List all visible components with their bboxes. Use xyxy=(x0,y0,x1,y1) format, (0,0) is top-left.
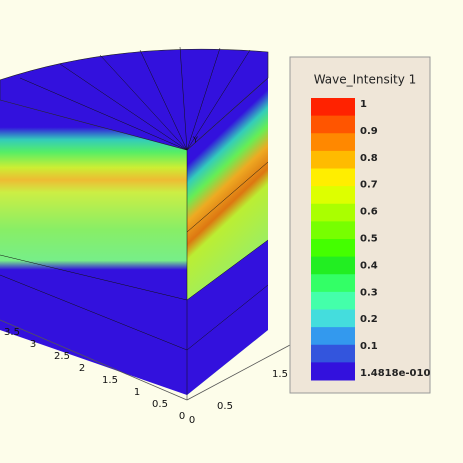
axes xyxy=(0,319,291,401)
colorbar-band xyxy=(311,168,355,187)
3d-scene: Y xyxy=(0,46,291,401)
colorbar-band xyxy=(311,327,355,346)
colorbar-tick-label: 0.8 xyxy=(360,153,378,164)
top-face xyxy=(0,48,269,151)
axis-tick-label: 0 xyxy=(189,415,195,426)
mesh-lines xyxy=(0,46,269,400)
colorbar-band xyxy=(311,309,355,328)
axis-tick-label: 0.5 xyxy=(152,399,168,410)
colorbar-band xyxy=(311,274,355,293)
colorbar-tick-label: 0.2 xyxy=(360,314,378,325)
legend-title: Wave_Intensity 1 xyxy=(314,73,417,87)
colorbar-band xyxy=(311,186,355,205)
colorbar-tick-label: 0.3 xyxy=(360,287,378,298)
colorbar-tick-label: 0.6 xyxy=(360,207,378,218)
colorbar-band xyxy=(311,256,355,275)
colorbar-tick-label: 1 xyxy=(360,99,367,110)
colorbar-band xyxy=(311,203,355,222)
colorbar-band xyxy=(311,344,355,363)
colorbar-tick-label: 0.4 xyxy=(360,260,378,271)
colorbar-band xyxy=(311,150,355,169)
colorbar-band xyxy=(311,98,355,117)
colorbar-tick-label: 1.4818e-010 xyxy=(360,368,430,379)
colorbar-tick-label: 0.7 xyxy=(360,180,378,191)
axis-label: Y xyxy=(192,136,198,145)
curved-face xyxy=(0,100,187,395)
colorbar-band xyxy=(311,133,355,152)
colorbar-tick-label: 0.5 xyxy=(360,234,378,245)
colorbar-tick-label: 0.9 xyxy=(360,126,378,137)
axis-tick-label: 1 xyxy=(134,387,140,398)
axis-tick-label: 1.5 xyxy=(272,369,288,380)
colorbar-band xyxy=(311,239,355,258)
axis-tick-label: 0 xyxy=(179,411,185,422)
axis-tick-label: 1.5 xyxy=(102,375,118,386)
colorbar-band xyxy=(311,291,355,310)
colorbar-band xyxy=(311,221,355,240)
axis-tick-label: 2.5 xyxy=(54,351,70,362)
axis-tick-label: 3.5 xyxy=(4,327,20,338)
colorbar-band xyxy=(311,115,355,134)
axis-tick-label: 0.5 xyxy=(217,401,233,412)
axis-tick-label: 3 xyxy=(30,339,36,350)
axis-tick-label: 2 xyxy=(79,363,85,374)
colorbar-tick-label: 0.1 xyxy=(360,341,378,352)
colorbar-band xyxy=(311,362,355,381)
